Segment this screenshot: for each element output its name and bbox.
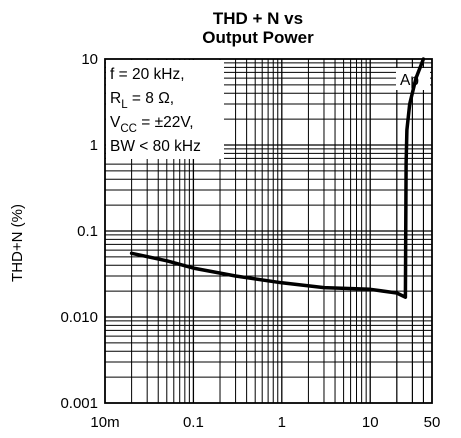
chart-title-line2: Output Power bbox=[202, 28, 314, 47]
plot-frame bbox=[104, 58, 433, 404]
test-condition: RL = 8 Ω, bbox=[110, 90, 174, 111]
x-tick-label: 0.1 bbox=[183, 414, 204, 431]
x-tick-label: 10m bbox=[90, 414, 119, 431]
x-tick-label: 1 bbox=[278, 414, 286, 431]
chart-title-line1: THD + N vs bbox=[212, 9, 304, 28]
y-tick-label: 0.001 bbox=[60, 395, 98, 412]
thd-curve bbox=[129, 57, 426, 299]
x-tick-label: 10 bbox=[362, 414, 379, 431]
conditions-box bbox=[106, 60, 224, 159]
test-condition: VCC = ±22V, bbox=[110, 114, 194, 135]
y-axis-label: THD+N (%) bbox=[9, 204, 26, 282]
test-condition: BW < 80 kHz bbox=[110, 138, 201, 155]
test-condition: f = 20 kHz, bbox=[110, 66, 185, 83]
series-label-box bbox=[396, 68, 430, 90]
x-tick-label: 50 bbox=[424, 414, 441, 431]
y-tick-label: 0.1 bbox=[77, 223, 98, 240]
y-tick-label: 10 bbox=[81, 51, 98, 68]
y-tick-label: 1 bbox=[90, 137, 98, 154]
y-tick-label: 0.010 bbox=[60, 309, 98, 326]
